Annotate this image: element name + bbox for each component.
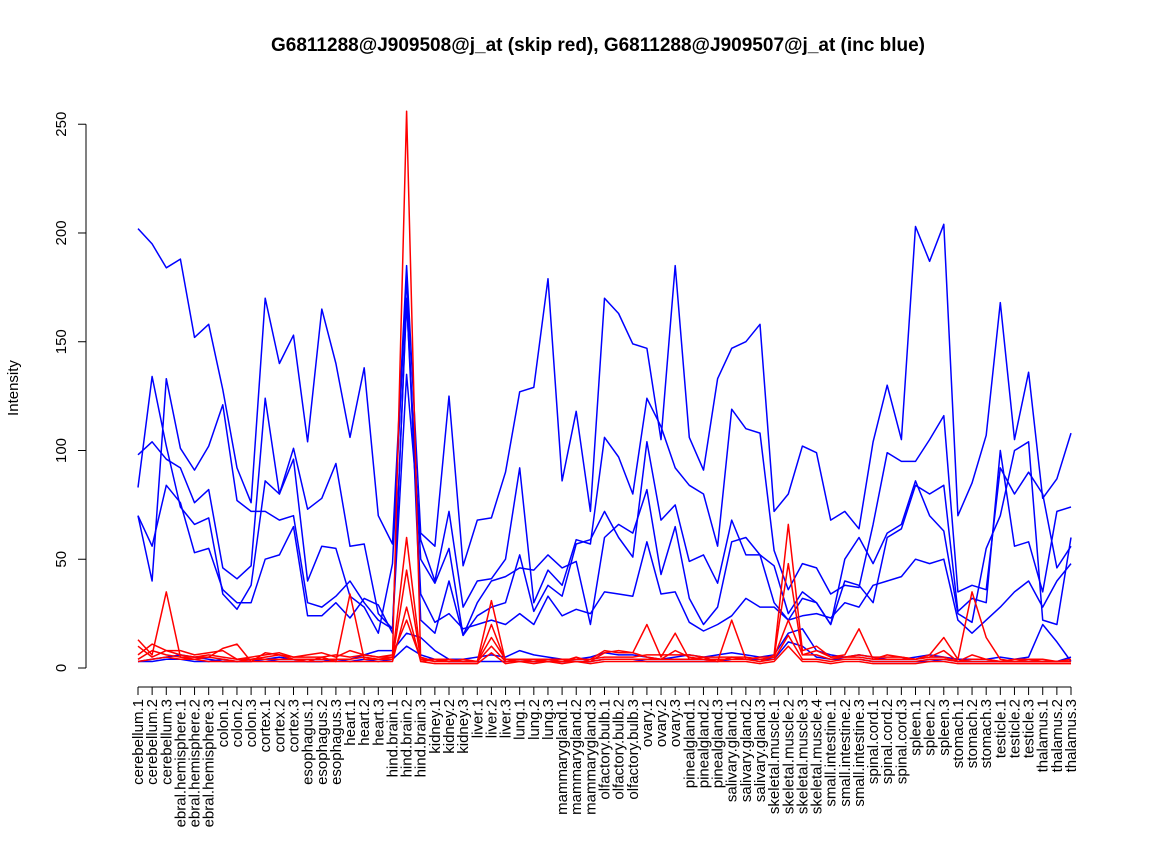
x-tick-label: colon.1 [215, 699, 232, 747]
series-line-skip-10 [137, 536, 1071, 663]
x-tick-label: hind.brain.3 [413, 699, 430, 777]
x-tick-label: testicle.2 [1006, 699, 1023, 758]
x-tick-label: cerebellum.3 [158, 699, 175, 785]
x-tick-label: spinal.cord.2 [879, 699, 896, 784]
x-tick-label: hind.brain.2 [399, 699, 416, 777]
y-tick-label: 50 [53, 551, 70, 568]
x-tick-label: ovary.2 [653, 699, 670, 747]
x-tick-label: pinealgland.1 [681, 699, 698, 788]
x-tick-label: ebral.hemisphere.1 [172, 699, 189, 827]
x-tick-label: olfactory.bulb.1 [597, 699, 614, 800]
series-line-inc-2 [137, 373, 1072, 630]
x-tick-label: ovary.3 [667, 699, 684, 747]
series-line-inc-1 [137, 223, 1072, 567]
x-tick-label: esophagus.1 [300, 699, 317, 785]
x-tick-label: liver.2 [483, 699, 500, 738]
x-tick-label: spleen.2 [922, 699, 939, 756]
x-tick-label: stomach.3 [978, 699, 995, 768]
series-line-inc-3 [137, 275, 1072, 637]
x-tick-label: spleen.3 [936, 699, 953, 756]
x-tick-label: liver.3 [498, 699, 515, 738]
x-tick-label: colon.3 [243, 699, 260, 747]
series-line-skip-8 [137, 110, 1072, 663]
x-tick-label: kidney.3 [455, 699, 472, 754]
x-tick-label: lung.1 [512, 699, 529, 740]
x-tick-label: skeletal.muscle.4 [809, 699, 826, 814]
x-tick-label: cortex.2 [271, 699, 288, 752]
x-tick-label: salivary.gland.2 [738, 699, 755, 802]
x-tick-label: heart.1 [342, 699, 359, 746]
y-tick-label: 0 [53, 664, 70, 672]
y-axis: 0 50 100 150 200 250 [53, 112, 87, 672]
x-tick-label: ovary.1 [639, 699, 656, 747]
x-tick-label: cerebellum.2 [144, 699, 161, 785]
x-tick-label: esophagus.2 [314, 699, 331, 785]
x-tick-label: mammarygland.3 [582, 699, 599, 815]
x-tick-label: kidney.1 [427, 699, 444, 754]
x-tick-label: thalamus.3 [1063, 699, 1080, 772]
y-tick-label: 150 [53, 329, 70, 354]
x-tick-label: skeletal.muscle.3 [794, 699, 811, 814]
x-tick-label: skeletal.muscle.1 [766, 699, 783, 814]
y-axis-label: Intensity [5, 360, 22, 416]
x-tick-label: small.intestine.3 [851, 699, 868, 807]
x-tick-label: spleen.1 [908, 699, 925, 756]
series-line-skip-11 [137, 569, 1071, 663]
y-tick-label: 250 [53, 112, 70, 137]
x-tick-label: testicle.1 [992, 699, 1009, 758]
x-tick-label: cortex.3 [286, 699, 303, 752]
x-tick-label: small.intestine.1 [823, 699, 840, 807]
x-tick-label: skeletal.muscle.2 [780, 699, 797, 814]
y-tick-label: 200 [53, 220, 70, 245]
series-line-inc-4 [137, 301, 1072, 637]
x-tick-label: small.intestine.2 [837, 699, 854, 807]
x-tick-label: pinealgland.3 [710, 699, 727, 788]
x-tick-label: thalamus.1 [1035, 699, 1052, 772]
x-tick-label: mammarygland.2 [568, 699, 585, 815]
series-layer [137, 110, 1072, 665]
x-tick-label: olfactory.bulb.2 [611, 699, 628, 800]
series-line-skip-9 [137, 562, 1071, 663]
series-line-skip-12 [137, 606, 1071, 665]
x-tick-label: liver.1 [469, 699, 486, 738]
x-tick-label: cortex.1 [257, 699, 274, 752]
x-tick-label: heart.2 [356, 699, 373, 746]
series-line-inc-5 [137, 297, 1072, 634]
x-tick-label: mammarygland.1 [554, 699, 571, 815]
x-tick-label: heart.3 [370, 699, 387, 746]
x-tick-label: stomach.2 [964, 699, 981, 768]
x-tick-label: ebral.hemisphere.3 [201, 699, 218, 827]
x-tick-label: salivary.gland.1 [724, 699, 741, 802]
x-tick-label: salivary.gland.3 [752, 699, 769, 802]
x-tick-label: esophagus.3 [328, 699, 345, 785]
x-tick-label: cerebellum.1 [130, 699, 147, 785]
x-tick-label: stomach.1 [950, 699, 967, 768]
x-tick-label: colon.2 [229, 699, 246, 747]
x-tick-label: lung.3 [540, 699, 557, 740]
x-tick-label: pinealgland.2 [695, 699, 712, 788]
x-tick-label: kidney.2 [441, 699, 458, 754]
x-tick-label: spinal.cord.3 [893, 699, 910, 784]
x-tick-label: hind.brain.1 [384, 699, 401, 777]
x-axis: cerebellum.1cerebellum.2cerebellum.3ebra… [130, 686, 1080, 827]
x-tick-label: ebral.hemisphere.2 [187, 699, 204, 827]
x-tick-label: testicle.3 [1021, 699, 1038, 758]
y-tick-label: 100 [53, 438, 70, 463]
x-tick-label: lung.2 [526, 699, 543, 740]
x-tick-label: spinal.cord.1 [865, 699, 882, 784]
chart-title: G6811288@J909508@j_at (skip red), G68112… [271, 35, 925, 56]
x-tick-label: thalamus.2 [1049, 699, 1066, 772]
x-tick-label: olfactory.bulb.3 [625, 699, 642, 800]
